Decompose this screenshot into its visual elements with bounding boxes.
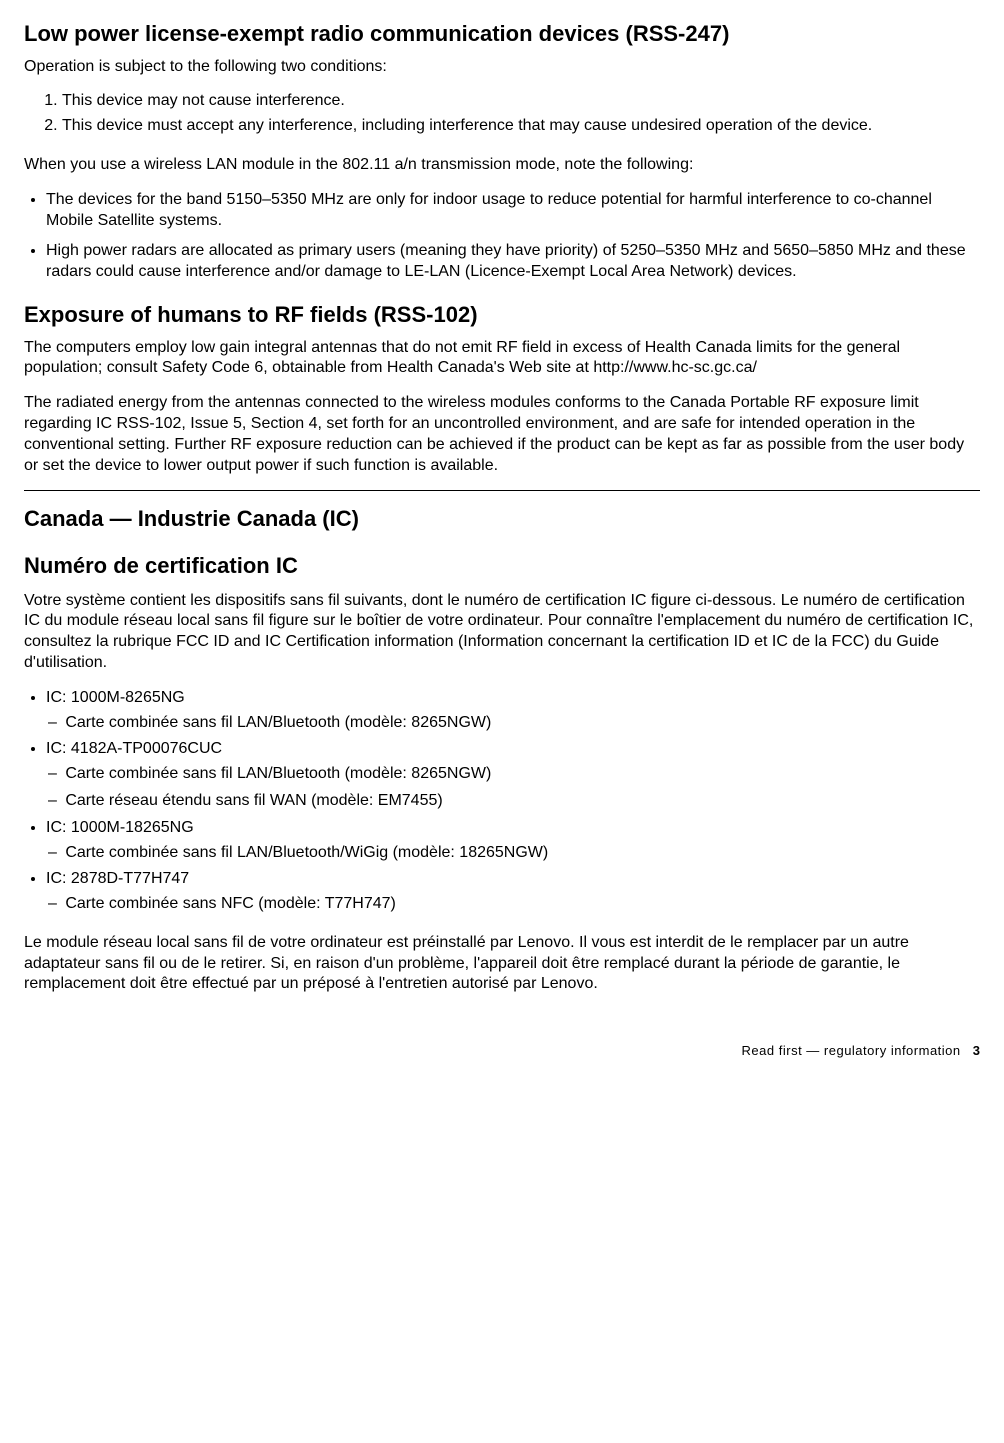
ic-label-1: IC: 1000M-8265NG [46, 689, 185, 706]
ic-item-3: IC: 1000M-18265NG Carte combinée sans fi… [46, 818, 980, 864]
list-ic-numbers: IC: 1000M-8265NG Carte combinée sans fil… [24, 688, 980, 915]
list-rss247-conditions: This device may not cause interference. … [24, 91, 980, 137]
ic-sub-2-2: Carte réseau étendu sans fil WAN (modèle… [64, 791, 980, 812]
paragraph-wlan-note: When you use a wireless LAN module in th… [24, 155, 980, 176]
wlan-bullet-1: The devices for the band 5150–5350 MHz a… [46, 190, 980, 232]
ic-sub-2-1: Carte combinée sans fil LAN/Bluetooth (m… [64, 764, 980, 785]
footer-page-number: 3 [965, 1043, 980, 1058]
ic-label-2: IC: 4182A-TP00076CUC [46, 740, 222, 757]
paragraph-numero-2: Le module réseau local sans fil de votre… [24, 933, 980, 995]
cond-item-1: This device may not cause interference. [62, 91, 980, 112]
ic-sublist-4: Carte combinée sans NFC (modèle: T77H747… [46, 894, 980, 915]
page-footer: Read first — regulatory information 3 [24, 1043, 980, 1060]
ic-item-1: IC: 1000M-8265NG Carte combinée sans fil… [46, 688, 980, 734]
ic-sublist-2: Carte combinée sans fil LAN/Bluetooth (m… [46, 764, 980, 812]
ic-sublist-3: Carte combinée sans fil LAN/Bluetooth/Wi… [46, 843, 980, 864]
ic-sub-3-1: Carte combinée sans fil LAN/Bluetooth/Wi… [64, 843, 980, 864]
wlan-bullet-2: High power radars are allocated as prima… [46, 241, 980, 283]
ic-label-3: IC: 1000M-18265NG [46, 819, 194, 836]
heading-canada-ic: Canada — Industrie Canada (IC) [24, 505, 980, 534]
list-wlan-bullets: The devices for the band 5150–5350 MHz a… [24, 190, 980, 283]
ic-sub-4-1: Carte combinée sans NFC (modèle: T77H747… [64, 894, 980, 915]
ic-label-4: IC: 2878D-T77H747 [46, 870, 189, 887]
paragraph-numero-1: Votre système contient les dispositifs s… [24, 591, 980, 674]
paragraph-rss102-1: The computers employ low gain integral a… [24, 338, 980, 380]
paragraph-rss247-intro: Operation is subject to the following tw… [24, 57, 980, 78]
paragraph-rss102-2: The radiated energy from the antennas co… [24, 393, 980, 476]
footer-text: Read first — regulatory information [742, 1043, 961, 1058]
cond-item-2: This device must accept any interference… [62, 116, 980, 137]
ic-item-2: IC: 4182A-TP00076CUC Carte combinée sans… [46, 739, 980, 811]
heading-rss102: Exposure of humans to RF fields (RSS-102… [24, 301, 980, 330]
section-divider [24, 490, 980, 491]
ic-sub-1-1: Carte combinée sans fil LAN/Bluetooth (m… [64, 713, 980, 734]
ic-sublist-1: Carte combinée sans fil LAN/Bluetooth (m… [46, 713, 980, 734]
heading-rss247: Low power license-exempt radio communica… [24, 20, 980, 49]
heading-numero: Numéro de certification IC [24, 552, 980, 581]
ic-item-4: IC: 2878D-T77H747 Carte combinée sans NF… [46, 869, 980, 915]
